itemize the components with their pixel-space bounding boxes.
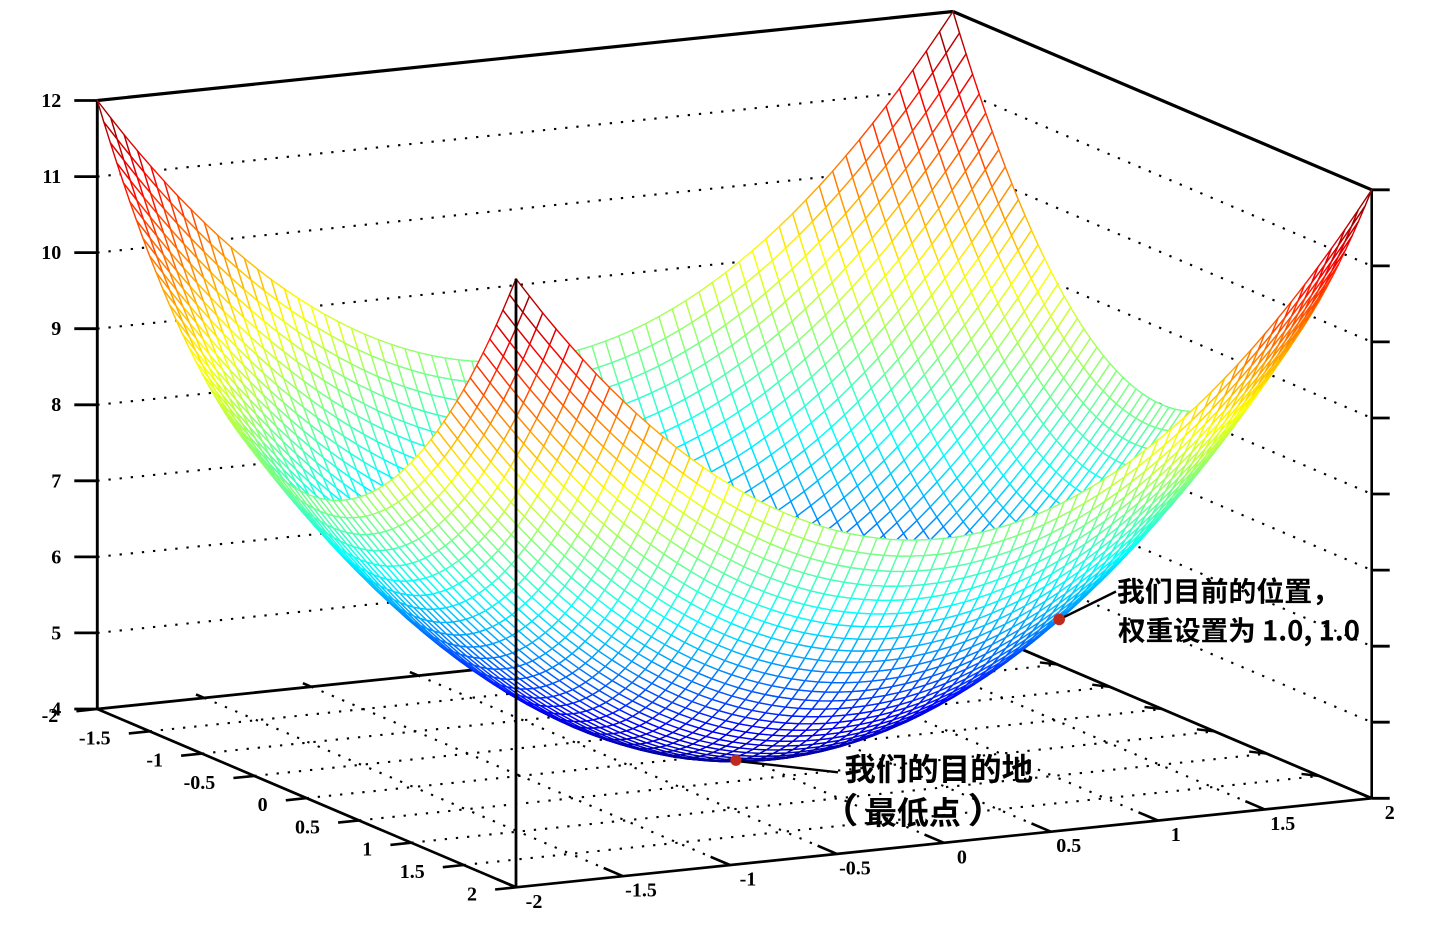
svg-text:1: 1 <box>362 839 372 861</box>
svg-text:-2: -2 <box>42 705 59 727</box>
svg-text:5: 5 <box>51 622 61 644</box>
svg-text:8: 8 <box>51 394 61 416</box>
svg-text:-0.5: -0.5 <box>839 857 871 879</box>
svg-text:1: 1 <box>1171 824 1181 846</box>
svg-text:-2: -2 <box>526 891 543 913</box>
svg-text:2: 2 <box>467 883 477 905</box>
svg-text:1.5: 1.5 <box>400 861 425 883</box>
svg-text:0.5: 0.5 <box>295 816 320 838</box>
svg-text:0: 0 <box>258 794 268 816</box>
svg-text:10: 10 <box>41 242 61 264</box>
svg-text:-1.5: -1.5 <box>79 727 111 749</box>
svg-text:12: 12 <box>41 90 61 112</box>
svg-text:0: 0 <box>957 846 967 868</box>
svg-text:9: 9 <box>51 318 61 340</box>
svg-text:6: 6 <box>51 546 61 568</box>
svg-text:-0.5: -0.5 <box>184 772 216 794</box>
svg-text:0.5: 0.5 <box>1056 835 1081 857</box>
svg-text:1.5: 1.5 <box>1270 813 1295 835</box>
svg-text:2: 2 <box>1385 802 1395 824</box>
svg-text:11: 11 <box>42 166 61 188</box>
svg-text:-1: -1 <box>740 869 757 891</box>
svg-text:-1: -1 <box>146 750 163 772</box>
svg-text:7: 7 <box>51 470 61 492</box>
svg-text:4: 4 <box>51 699 61 721</box>
svg-text:-1.5: -1.5 <box>625 880 657 902</box>
